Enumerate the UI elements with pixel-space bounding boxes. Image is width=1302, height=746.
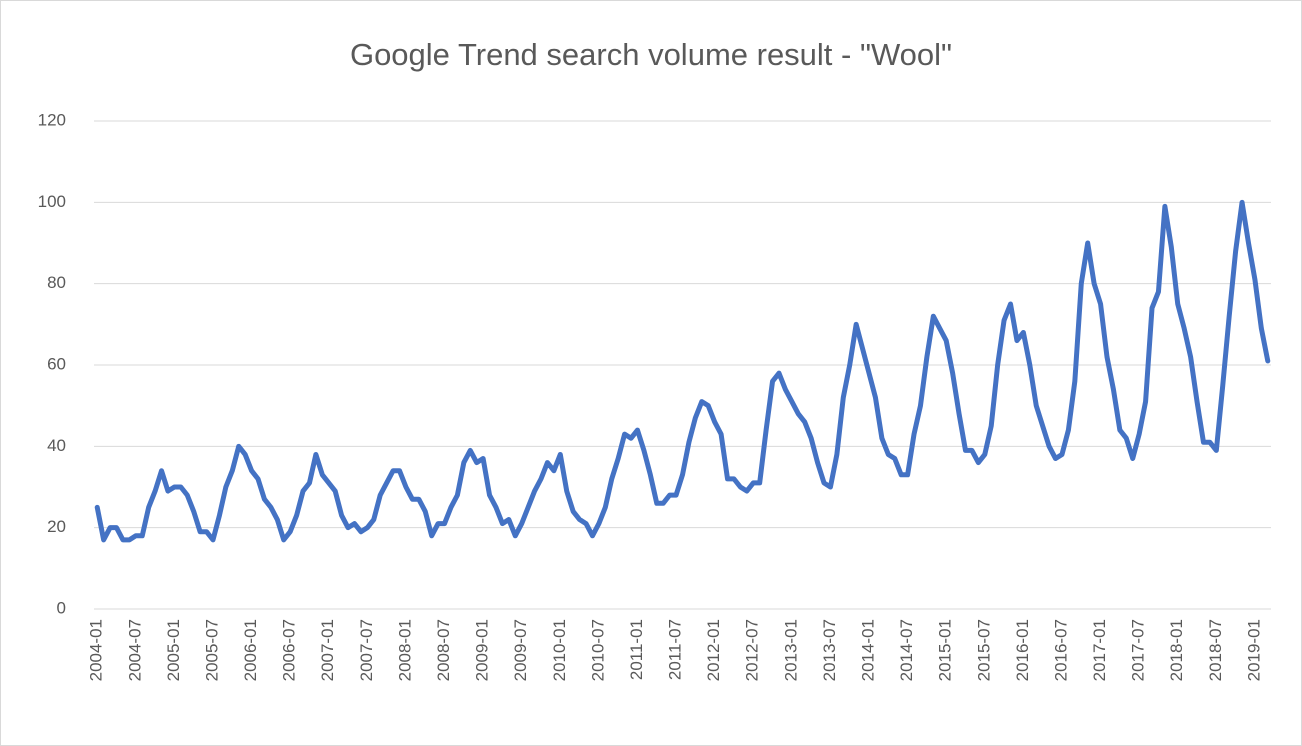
y-tick-label: 60 bbox=[47, 354, 66, 373]
x-tick-label: 2009-07 bbox=[511, 619, 530, 681]
x-tick-label: 2012-07 bbox=[743, 619, 762, 681]
x-tick-label: 2008-07 bbox=[434, 619, 453, 681]
chart-title: Google Trend search volume result - "Woo… bbox=[350, 37, 952, 72]
y-tick-label: 100 bbox=[38, 192, 66, 211]
x-tick-label: 2015-07 bbox=[974, 619, 993, 681]
x-tick-label: 2016-01 bbox=[1013, 619, 1032, 681]
y-tick-label: 0 bbox=[57, 598, 66, 617]
y-tick-label: 20 bbox=[47, 517, 66, 536]
x-tick-label: 2009-01 bbox=[473, 619, 492, 681]
x-tick-label: 2012-01 bbox=[704, 619, 723, 681]
x-tick-label: 2015-01 bbox=[936, 619, 955, 681]
x-tick-label: 2010-01 bbox=[550, 619, 569, 681]
x-tick-label: 2005-07 bbox=[202, 619, 221, 681]
x-tick-label: 2007-07 bbox=[357, 619, 376, 681]
x-tick-label: 2010-07 bbox=[588, 619, 607, 681]
x-tick-label: 2013-01 bbox=[781, 619, 800, 681]
x-tick-label: 2004-01 bbox=[87, 619, 106, 681]
x-tick-label: 2017-07 bbox=[1129, 619, 1148, 681]
x-tick-label: 2018-01 bbox=[1167, 619, 1186, 681]
x-tick-label: 2006-07 bbox=[280, 619, 299, 681]
x-tick-label: 2013-07 bbox=[820, 619, 839, 681]
x-tick-label: 2014-01 bbox=[859, 619, 878, 681]
x-tick-label: 2008-01 bbox=[395, 619, 414, 681]
y-tick-label: 120 bbox=[38, 110, 66, 129]
x-tick-label: 2011-07 bbox=[666, 619, 685, 680]
x-tick-label: 2006-01 bbox=[241, 619, 260, 681]
x-tick-label: 2011-01 bbox=[627, 619, 646, 680]
x-tick-label: 2018-07 bbox=[1206, 619, 1225, 681]
x-tick-label: 2019-01 bbox=[1244, 619, 1263, 681]
line-series bbox=[94, 199, 1271, 543]
x-tick-label: 2017-01 bbox=[1090, 619, 1109, 681]
x-tick-label: 2005-01 bbox=[164, 619, 183, 681]
x-tick-label: 2016-07 bbox=[1051, 619, 1070, 681]
x-tick-label: 2014-07 bbox=[897, 619, 916, 681]
x-tick-label: 2007-01 bbox=[318, 619, 337, 681]
x-tick-label: 2004-07 bbox=[125, 619, 144, 681]
y-tick-label: 80 bbox=[47, 273, 66, 292]
y-tick-label: 40 bbox=[47, 436, 66, 455]
